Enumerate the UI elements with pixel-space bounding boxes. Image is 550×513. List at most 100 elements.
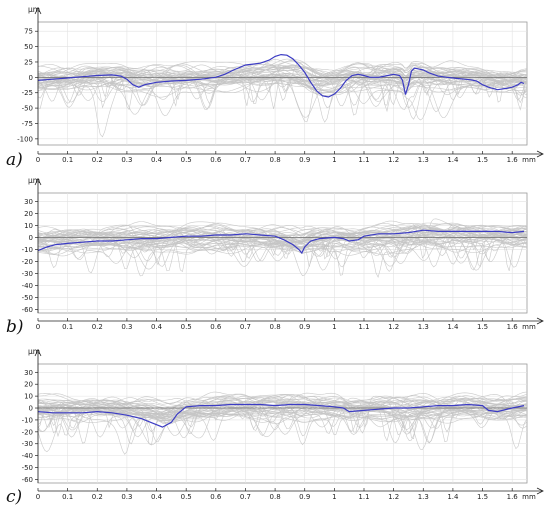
chart-panel-3: μm 30 20 10 0 -10 -20 -30 -40 -50 -60 0 0.1 0.2 0.3 0.4…: [6, 347, 544, 507]
background-profile-line: [38, 60, 528, 109]
x-tick-label: 1: [332, 323, 336, 331]
y-tick-label: -100: [17, 135, 33, 143]
background-profile-line: [37, 71, 528, 118]
y-tick-label: -10: [22, 416, 33, 424]
y-tick-label: 30: [24, 369, 33, 377]
highlighted-profile-line: [37, 53, 525, 98]
highlighted-profile-line: [37, 403, 525, 428]
x-axis-arrow: [536, 317, 544, 325]
y-tick-label: 75: [24, 28, 33, 36]
x-tick-label: 1.5: [477, 493, 488, 501]
x-tick-label: 0.2: [92, 323, 103, 331]
y-tick-label: 20: [24, 381, 33, 389]
x-tick-label: 0.5: [181, 323, 192, 331]
background-profile-line: [37, 66, 527, 100]
background-profile-line: [37, 404, 528, 429]
background-profile-line: [37, 63, 527, 91]
x-tick-label: 1.6: [507, 493, 519, 501]
x-tick-label: 0.4: [151, 323, 163, 331]
background-profile-line: [37, 66, 528, 113]
x-tick-label: 0: [36, 156, 40, 164]
x-tick-label: 1.4: [447, 323, 459, 331]
background-profile-line: [37, 223, 528, 259]
x-tick-label: 0.1: [62, 323, 73, 331]
y-axis-arrow: [34, 7, 42, 15]
x-tick-label: 0.9: [299, 156, 310, 164]
y-tick-label: -30: [22, 440, 33, 448]
y-tick-label: -75: [22, 120, 33, 128]
x-tick-label: 1.2: [388, 156, 399, 164]
x-tick-label: 0.7: [240, 323, 251, 331]
background-profile-line: [37, 223, 528, 256]
x-tick-label: 0.9: [299, 493, 310, 501]
background-profile-line: [37, 67, 528, 123]
x-tick-label: 1.3: [418, 323, 429, 331]
x-tick-label: 0.3: [121, 323, 132, 331]
background-profile-line: [37, 225, 528, 276]
y-tick-label: 10: [24, 222, 33, 230]
background-profile-line: [37, 395, 528, 432]
x-tick-label: 1.4: [447, 493, 459, 501]
x-tick-label: 0.6: [210, 493, 222, 501]
x-tick-label: 1.1: [358, 323, 369, 331]
y-unit-label: μm: [28, 5, 40, 14]
x-tick-label: 1.3: [418, 493, 429, 501]
y-tick-label: -60: [22, 306, 33, 314]
y-tick-label: -20: [22, 258, 33, 266]
plot-area: [37, 192, 528, 314]
y-tick-label: -25: [22, 89, 33, 97]
chart-panel-2: μm 30 20 10 0 -10 -20 -30 -40 -50 -60 0 0.1 0.2 0.3 0.4…: [6, 176, 544, 337]
x-tick-label: 1.3: [418, 156, 429, 164]
panel-label: a): [6, 150, 23, 170]
y-unit-label: μm: [28, 347, 40, 356]
x-unit-label: mm: [522, 156, 536, 164]
y-tick-label: -40: [22, 452, 33, 460]
x-tick-label: 0.8: [270, 323, 281, 331]
y-tick-label: -30: [22, 270, 33, 278]
x-tick-label: 1.4: [447, 156, 459, 164]
background-profile-line: [37, 397, 528, 438]
x-tick-label: 1.6: [507, 156, 519, 164]
background-profile-line: [37, 400, 527, 450]
y-tick-label: 20: [24, 210, 33, 218]
background-profile-line: [37, 396, 528, 437]
y-tick-label: 0: [29, 405, 33, 413]
x-axis-arrow: [536, 150, 544, 158]
background-profile-line: [38, 231, 528, 254]
x-tick-label: 0.6: [210, 323, 222, 331]
background-profile-line: [37, 62, 528, 87]
x-tick-label: 0.5: [181, 493, 192, 501]
x-tick-label: 1.1: [358, 156, 369, 164]
y-tick-label: 0: [29, 234, 33, 242]
y-tick-label: -50: [22, 105, 33, 113]
x-tick-label: 1.1: [358, 493, 369, 501]
x-tick-label: 0.1: [62, 156, 73, 164]
y-tick-label: -10: [22, 246, 33, 254]
background-profile-line: [37, 395, 528, 441]
x-tick-label: 1.5: [477, 156, 488, 164]
y-tick-label: -20: [22, 428, 33, 436]
x-tick-label: 0.4: [151, 493, 163, 501]
background-profile-line: [37, 223, 528, 259]
x-tick-label: 0.2: [92, 493, 103, 501]
background-profile-line: [37, 229, 528, 272]
background-profile-line: [37, 226, 528, 262]
y-tick-label: -50: [22, 294, 33, 302]
background-profile-line: [37, 59, 528, 109]
y-axis-arrow: [34, 349, 42, 357]
x-tick-label: 0.7: [240, 493, 251, 501]
x-tick-label: 0.3: [121, 493, 132, 501]
highlighted-profile-line: [37, 229, 525, 255]
x-tick-label: 0.7: [240, 156, 251, 164]
y-tick-label: 50: [24, 43, 33, 51]
x-tick-label: 0.5: [181, 156, 192, 164]
y-tick-label: -50: [22, 464, 33, 472]
x-tick-label: 0.2: [92, 156, 103, 164]
x-axis-arrow: [536, 487, 544, 495]
x-tick-label: 1.6: [507, 323, 519, 331]
y-unit-label: μm: [28, 176, 40, 185]
background-profile-line: [38, 393, 528, 444]
x-tick-label: 1.5: [477, 323, 488, 331]
x-tick-label: 0.8: [270, 493, 281, 501]
